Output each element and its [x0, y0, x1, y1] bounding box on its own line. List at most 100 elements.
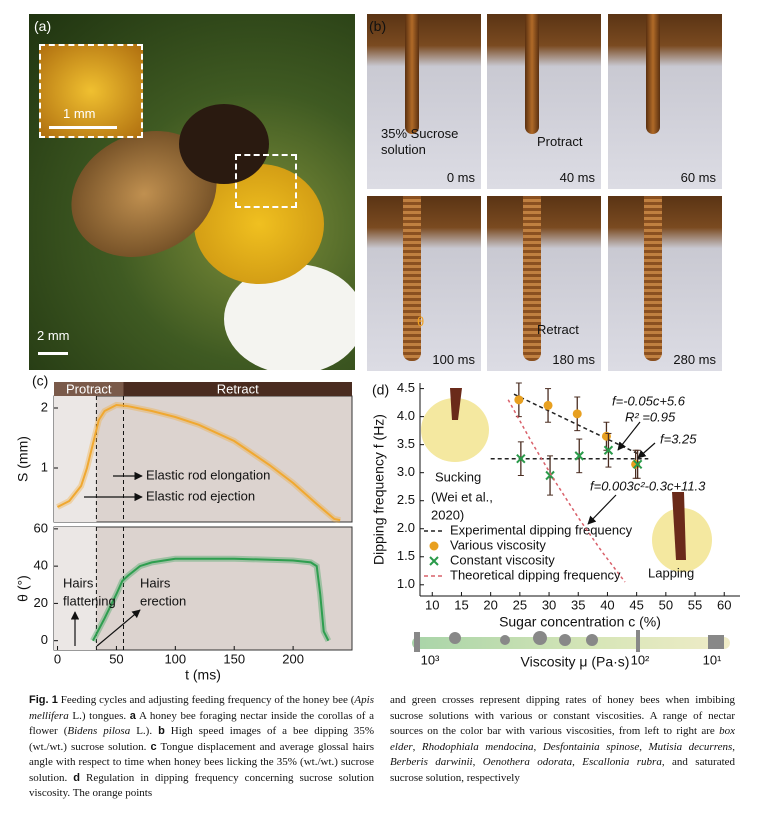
legend-label: Various viscosity: [450, 537, 546, 552]
caption-text: ,: [533, 740, 543, 753]
frame-time: 60 ms: [680, 170, 716, 185]
panel-label: (a): [34, 18, 52, 34]
caption-text: ,: [732, 740, 735, 753]
plot-bg: [53, 526, 353, 651]
y-tick-label: 4.5: [397, 380, 415, 395]
caption-text: ,: [472, 756, 483, 768]
x-tick-label: 50: [659, 597, 673, 612]
annotation: Elastic rod elongation: [146, 467, 270, 482]
caption-text: Tongue displacement and average glossal …: [29, 740, 375, 784]
colorbar-icons: [414, 630, 724, 652]
video-frame: 0 ms 35% Sucrose solution: [367, 14, 481, 189]
frame-note: Retract: [537, 322, 579, 337]
annotation: f=0.003c²-0.3c+11.3: [590, 478, 706, 493]
x-tick-label: 55: [688, 597, 702, 612]
annotation: Sucking: [435, 469, 481, 484]
caption-text: box elder: [390, 725, 735, 753]
caption-text: c: [150, 740, 157, 753]
y-tick-label: 2: [41, 399, 48, 414]
caption-right: and green crosses represent dipping rate…: [390, 693, 735, 786]
colorbar-label: Viscosity μ (Pa·s): [521, 654, 630, 670]
frame-time: 280 ms: [673, 352, 716, 367]
band-label: Retract: [217, 381, 259, 396]
colorbar-tick: 10²: [631, 652, 650, 667]
arrow: [637, 442, 656, 459]
line: [57, 403, 341, 522]
band: [123, 382, 352, 396]
point: [543, 400, 553, 410]
x-tick-label: 30: [542, 597, 556, 612]
point: [632, 459, 643, 469]
caption-text: Rhodophiala mendocina: [421, 740, 534, 753]
video-frame: 100 ms θ: [367, 196, 481, 371]
caption-text: Escallonia rubra: [582, 756, 662, 768]
x-tick-label: 15: [454, 597, 468, 612]
y-tick-label: 0: [41, 632, 48, 647]
legend-label: Experimental dipping frequency: [450, 522, 633, 537]
x-tick-label: 100: [164, 651, 186, 666]
caption-text: Mutisia decurrens: [648, 740, 733, 753]
y-tick-label: 1.5: [397, 548, 415, 563]
caption-text: , and saturated sucrose solution, respec…: [390, 756, 736, 784]
x-tick-label: 10: [425, 597, 439, 612]
y-tick-label: 20: [34, 595, 48, 610]
tongue: [405, 14, 419, 134]
video-frame: 180 ms Retract: [487, 196, 601, 371]
caption-text: Fig. 1: [29, 694, 58, 706]
fit-line: [490, 393, 649, 460]
caption-text: Oenothera odorata: [482, 756, 573, 768]
icon-sucking: [421, 398, 489, 462]
colorbar: [412, 637, 730, 649]
y-tick-label: 3.0: [397, 464, 415, 479]
y-tick-label: 4.0: [397, 408, 415, 423]
colorbar-tick: 10¹: [703, 652, 722, 667]
y-axis-label: S (mm): [15, 436, 31, 482]
y-axis-label: Dipping frequency f (Hz): [371, 414, 387, 565]
point: [514, 395, 524, 405]
annotation: flattening: [63, 593, 116, 608]
annotation: f=3.25: [660, 431, 697, 446]
x-tick-label: 150: [223, 651, 245, 666]
arrow: [587, 494, 617, 525]
caption-left: Fig. 1 Feeding cycles and adjusting feed…: [29, 693, 374, 802]
caption-text: L.) tongues.: [68, 709, 130, 722]
caption-text: and green crosses represent dipping rate…: [390, 694, 735, 737]
annotation: f=-0.05c+5.6: [612, 393, 686, 408]
x-tick-label: 20: [483, 597, 497, 612]
tongue: [523, 196, 541, 361]
tongue: [525, 14, 539, 134]
x-tick-label: 60: [717, 597, 731, 612]
legend-swatch: [429, 541, 439, 551]
x-tick-label: 35: [571, 597, 585, 612]
point: [603, 445, 614, 455]
caption-text: ,: [572, 756, 583, 768]
caption-text: ,: [412, 740, 422, 753]
caption-text: a: [129, 709, 136, 722]
caption-text: Desfontainia spinose: [542, 740, 640, 753]
frame-note: Protract: [537, 134, 583, 149]
x-tick-label: 40: [600, 597, 614, 612]
x-tick-label: 50: [109, 651, 123, 666]
annotation: Hairs: [63, 575, 94, 590]
caption-text: L.).: [130, 725, 159, 737]
caption-text: A honey bee foraging nectar inside the c…: [29, 709, 374, 738]
tongue: [403, 196, 421, 361]
x-axis-label: t (ms): [185, 667, 221, 683]
frame-time: 40 ms: [559, 170, 595, 185]
video-frame: 60 ms: [608, 14, 722, 189]
x-tick-label: 45: [629, 597, 643, 612]
icon-tongue: [450, 388, 462, 420]
panel-label: (c): [32, 373, 48, 389]
y-tick-label: 2.0: [397, 520, 415, 535]
y-tick-label: 60: [34, 520, 48, 535]
colorbar-tick: 10³: [421, 652, 440, 667]
tongue: [646, 14, 660, 134]
frame-time: 0 ms: [446, 170, 475, 185]
annotation: Hairs: [140, 575, 171, 590]
y-tick-label: 3.5: [397, 436, 415, 451]
band: [54, 382, 124, 396]
frame-time: 180 ms: [552, 352, 595, 367]
annotation: Elastic rod ejection: [146, 488, 255, 503]
legend-label: Constant viscosity: [450, 552, 555, 567]
